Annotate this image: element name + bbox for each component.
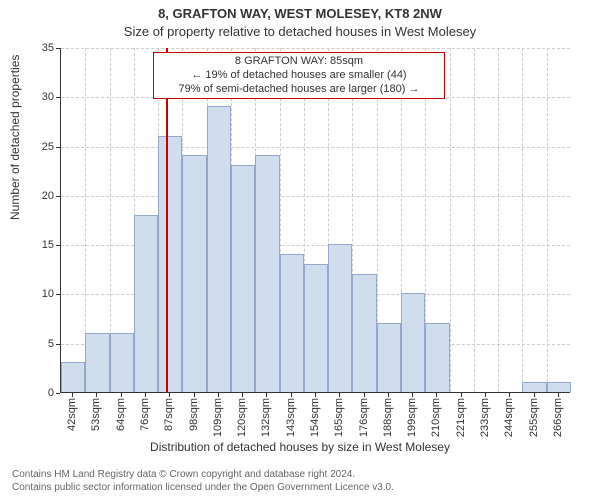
x-tick-mark [364,393,365,397]
x-tick-mark [339,393,340,397]
x-tick-label: 109sqm [212,398,224,437]
x-tick-label: 176sqm [358,398,370,437]
x-tick-mark [509,393,510,397]
y-tick-mark [56,245,60,246]
x-tick-label: 221sqm [455,398,467,437]
y-tick-mark [56,97,60,98]
histogram-bar [231,165,255,392]
histogram-bar [85,333,109,392]
annotation-line-1: 8 GRAFTON WAY: 85sqm [160,55,438,69]
chart-title-sub: Size of property relative to detached ho… [0,24,600,39]
x-tick-label: 64sqm [115,398,127,431]
histogram-bar [328,244,352,392]
x-tick-mark [315,393,316,397]
x-tick-mark [169,393,170,397]
x-tick-mark [461,393,462,397]
x-tick-label: 233sqm [479,398,491,437]
footer-attribution: Contains HM Land Registry data © Crown c… [12,469,394,494]
x-tick-label: 266sqm [552,398,564,437]
x-tick-mark [218,393,219,397]
x-tick-mark [436,393,437,397]
y-tick-mark [56,196,60,197]
y-tick-label: 5 [24,338,54,350]
y-tick-mark [56,294,60,295]
x-tick-mark [558,393,559,397]
x-tick-mark [242,393,243,397]
y-tick-mark [56,344,60,345]
x-tick-mark [194,393,195,397]
y-tick-mark [56,393,60,394]
y-tick-label: 20 [24,190,54,202]
x-tick-label: 188sqm [382,398,394,437]
x-tick-label: 255sqm [528,398,540,437]
annotation-line-2: ← 19% of detached houses are smaller (44… [160,69,438,83]
x-tick-mark [388,393,389,397]
histogram-bar [280,254,304,392]
histogram-bar [182,155,206,392]
y-tick-mark [56,48,60,49]
y-tick-label: 25 [24,141,54,153]
x-tick-label: 53sqm [90,398,102,431]
histogram-bar [377,323,401,392]
histogram-bar [207,106,231,392]
grid-line-horizontal [61,48,570,49]
histogram-bar [134,215,158,392]
y-tick-label: 10 [24,288,54,300]
histogram-bar [255,155,279,392]
grid-line-horizontal [61,196,570,197]
x-tick-label: 244sqm [503,398,515,437]
y-tick-label: 35 [24,42,54,54]
x-tick-label: 210sqm [430,398,442,437]
x-tick-mark [72,393,73,397]
footer-line-1: Contains HM Land Registry data © Crown c… [12,469,394,482]
y-axis-label: Number of detached properties [8,55,22,220]
x-tick-mark [291,393,292,397]
grid-line-vertical [547,48,548,392]
histogram-bar [401,293,425,392]
y-tick-mark [56,147,60,148]
footer-line-2: Contains public sector information licen… [12,482,394,495]
x-tick-mark [121,393,122,397]
grid-line-vertical [498,48,499,392]
x-tick-mark [96,393,97,397]
chart-title-main: 8, GRAFTON WAY, WEST MOLESEY, KT8 2NW [0,6,600,21]
histogram-bar [425,323,449,392]
x-tick-label: 98sqm [188,398,200,431]
histogram-bar [352,274,376,392]
histogram-bar [547,382,571,392]
x-tick-mark [534,393,535,397]
histogram-bar [110,333,134,392]
x-tick-label: 165sqm [333,398,345,437]
y-tick-label: 0 [24,387,54,399]
marker-line [166,48,168,392]
x-axis-label: Distribution of detached houses by size … [0,440,600,454]
grid-line-vertical [522,48,523,392]
plot-area: 8 GRAFTON WAY: 85sqm← 19% of detached ho… [60,48,570,393]
x-tick-mark [485,393,486,397]
annotation-line-3: 79% of semi-detached houses are larger (… [160,83,438,97]
histogram-bar [61,362,85,392]
y-tick-label: 15 [24,239,54,251]
grid-line-vertical [450,48,451,392]
x-tick-label: 154sqm [309,398,321,437]
x-tick-label: 42sqm [66,398,78,431]
histogram-bar [522,382,546,392]
grid-line-vertical [474,48,475,392]
x-tick-label: 120sqm [236,398,248,437]
x-tick-label: 132sqm [260,398,272,437]
y-tick-label: 30 [24,91,54,103]
histogram-bar [158,136,182,392]
x-tick-mark [266,393,267,397]
x-tick-mark [145,393,146,397]
annotation-box: 8 GRAFTON WAY: 85sqm← 19% of detached ho… [153,52,445,99]
x-tick-label: 76sqm [139,398,151,431]
histogram-bar [304,264,328,392]
x-tick-label: 199sqm [406,398,418,437]
x-tick-label: 143sqm [285,398,297,437]
x-tick-label: 87sqm [163,398,175,431]
x-tick-mark [412,393,413,397]
page-root: 8, GRAFTON WAY, WEST MOLESEY, KT8 2NW Si… [0,0,600,500]
grid-line-horizontal [61,147,570,148]
